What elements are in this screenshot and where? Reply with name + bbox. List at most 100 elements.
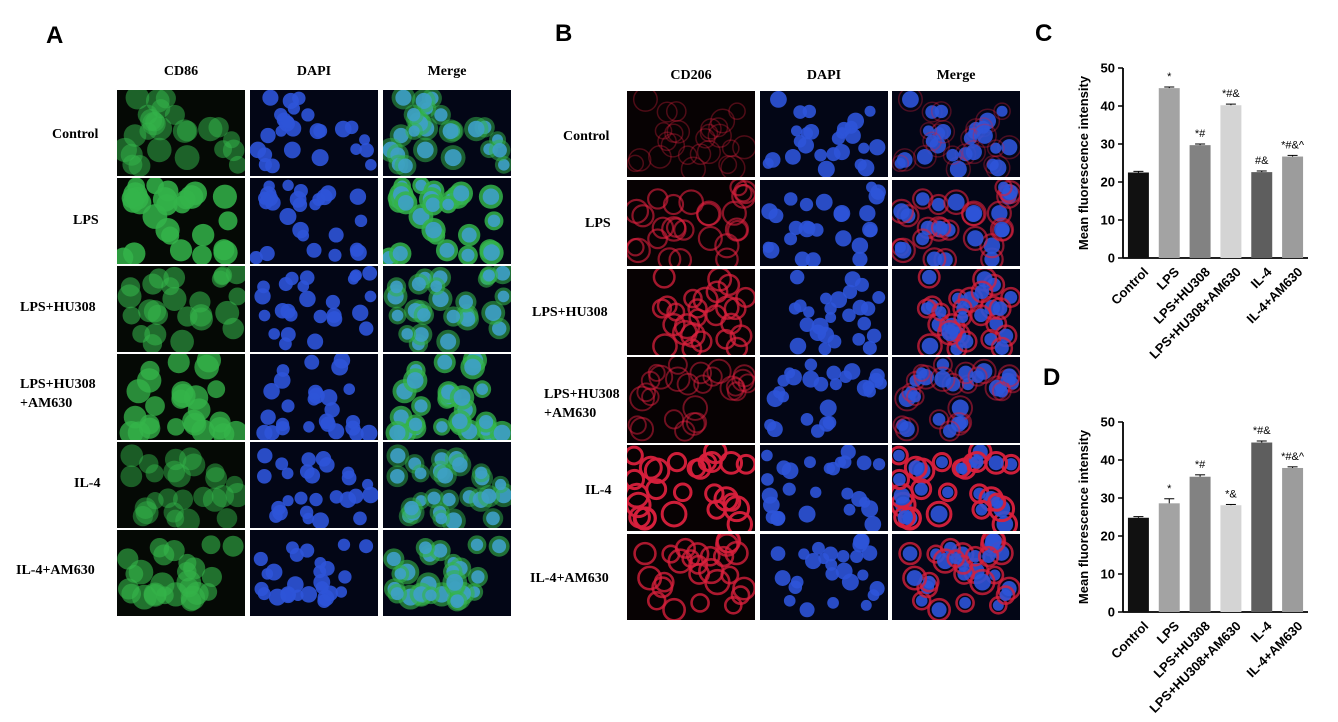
panel-c-y-tick-label-0: 0 [1108,251,1115,266]
panel-c-y-tick-label-30: 30 [1101,137,1115,152]
panel-c-bar-chart: Mean fluorescence intensity 0 10 20 30 40 50 Co… [1076,61,1308,362]
panel-b-dapi-image-row-2 [760,180,888,266]
panel-a-merge-image-row-3 [383,266,511,352]
panel-a-cd86-image-row-6 [117,530,245,616]
panel-a-cd86-image-row-5 [117,442,245,528]
panel-a-row-label-il4-am630: IL-4+AM630 [16,563,95,578]
panel-b-cd206-image-row-1 [627,91,755,177]
panel-c-x-tick-label-6: IL-4+AM630 [1244,264,1306,326]
panel-a-column-header-dapi: DAPI [296,64,332,79]
panel-b-merge-image-row-3 [892,269,1020,355]
panel-d-bar-2 [1158,503,1180,612]
panel-b-cd206-image-row-5 [627,445,755,531]
panel-b-cd206-image-row-3 [627,269,755,355]
panel-d-bar-5 [1251,442,1273,612]
panel-letter-d: D [1043,364,1061,391]
panel-b-row-label-control: Control [563,129,610,144]
panel-a-row-label-lps-hu308-am630: LPS+HU308 +AM630 [20,377,96,411]
panel-letter-b: B [555,20,573,47]
panel-a-cd86-image-row-3 [117,266,245,352]
panel-d-bar-6 [1282,467,1304,612]
panel-a-cd86-image-row-1 [117,90,245,176]
panel-a-dapi-image-row-6 [250,530,378,616]
panel-c-y-tick-label-50: 50 [1101,61,1115,76]
panel-a-dapi-image-row-3 [250,266,378,352]
panel-b-row-label-lps-hu308-am630: LPS+HU308 +AM630 [544,387,620,421]
panel-a-dapi-image-row-2 [250,178,378,264]
panel-d-bar-3 [1189,476,1211,612]
panel-d-bar-4 [1220,505,1242,612]
panel-d-y-tick-label-50: 50 [1101,415,1115,430]
panel-c-significance-label-6: *#&^ [1281,139,1305,151]
panel-d-significance-label-4: *& [1225,488,1237,500]
panel-d-y-tick-label-10: 10 [1101,567,1115,582]
panel-b-dapi-image-row-1 [760,91,888,177]
panel-b-row-label-il4-am630: IL-4+AM630 [530,571,609,586]
panel-letter-c: C [1035,20,1053,47]
panel-c-x-tick-label-1: Control [1108,264,1151,307]
panel-c-bar-1 [1127,172,1149,258]
panel-c-y-tick-label-20: 20 [1101,175,1115,190]
panel-c-bar-5 [1251,172,1273,258]
panel-b-row-label-lps: LPS [585,216,611,231]
panel-d-significance-label-2: * [1167,483,1172,495]
panel-b-merge-image-row-6 [892,534,1020,620]
panel-a-column-header-merge: Merge [427,64,467,79]
panel-a-merge-image-row-4 [383,354,511,440]
panel-d-x-tick-label-1: Control [1108,618,1151,661]
panel-d-significance-label-3: *# [1195,459,1206,471]
panel-c-significance-label-4: *#& [1222,88,1240,100]
panel-a-row-label-il4: IL-4 [74,476,101,491]
panel-b-merge-image-row-4 [892,357,1020,443]
panel-b-dapi-image-row-5 [760,445,888,531]
panel-d-significance-label-6: *#&^ [1281,451,1305,463]
panel-d-y-tick-label-20: 20 [1101,529,1115,544]
panel-b-column-header-merge: Merge [936,68,976,83]
panel-d-bar-1 [1127,517,1149,612]
panel-b-merge-image-row-2 [892,180,1020,266]
panel-a-merge-image-row-2 [383,178,511,264]
panel-a-dapi-image-row-4 [250,354,378,440]
panel-b-cd206-image-row-2 [627,180,755,266]
panel-d-bar-chart: Mean fluorescence intensity 0 10 20 30 40 50 Co… [1076,415,1308,716]
panel-c-bar-6 [1282,156,1304,258]
panel-letter-a: A [46,22,64,49]
panel-b-column-header-cd206: CD206 [670,68,712,83]
panel-c-bar-3 [1189,145,1211,258]
panel-c-significance-label-3: *# [1195,128,1206,140]
panel-b-dapi-image-row-3 [760,269,888,355]
panel-d-significance-label-5: *#& [1253,425,1271,437]
panel-c-y-tick-label-10: 10 [1101,213,1115,228]
panel-b-row-label-il4: IL-4 [585,483,612,498]
panel-a-row-label-lps: LPS [73,213,99,228]
panel-b-dapi-image-row-6 [760,534,888,620]
panel-d-y-tick-label-0: 0 [1108,605,1115,620]
panel-a-dapi-image-row-5 [250,442,378,528]
panel-a-cd86-image-row-2 [117,178,245,264]
panel-b-row-label-lps-hu308: LPS+HU308 [532,305,608,320]
panel-a-merge-image-row-1 [383,90,511,176]
panel-b-cd206-image-row-4 [627,357,755,443]
panel-a-merge-image-row-5 [383,442,511,528]
panel-d-x-tick-label-6: IL-4+AM630 [1244,618,1306,680]
panel-a-column-header-cd86: CD86 [163,64,199,79]
panel-b-merge-image-row-5 [892,445,1020,531]
panel-a-merge-image-row-6 [383,530,511,616]
panel-c-y-tick-label-40: 40 [1101,99,1115,114]
panel-d-y-axis-label: Mean fluorescence intensity [1076,429,1091,604]
panel-c-y-axis-label: Mean fluorescence intensity [1076,75,1091,250]
panel-d-y-tick-label-30: 30 [1101,491,1115,506]
panel-c-significance-label-2: * [1167,71,1172,83]
panel-a-dapi-image-row-1 [250,90,378,176]
panel-c-bar-2 [1158,88,1180,258]
panel-b-cd206-image-row-6 [627,534,755,620]
panel-a-row-label-control: Control [52,127,99,142]
panel-b-merge-image-row-1 [892,91,1020,177]
panel-c-significance-label-5: #& [1255,155,1269,167]
panel-b-dapi-image-row-4 [760,357,888,443]
panel-c-bar-4 [1220,105,1242,258]
panel-b-column-header-dapi: DAPI [806,68,842,83]
panel-a-cd86-image-row-4 [117,354,245,440]
panel-d-y-tick-label-40: 40 [1101,453,1115,468]
panel-a-row-label-lps-hu308: LPS+HU308 [20,300,96,315]
